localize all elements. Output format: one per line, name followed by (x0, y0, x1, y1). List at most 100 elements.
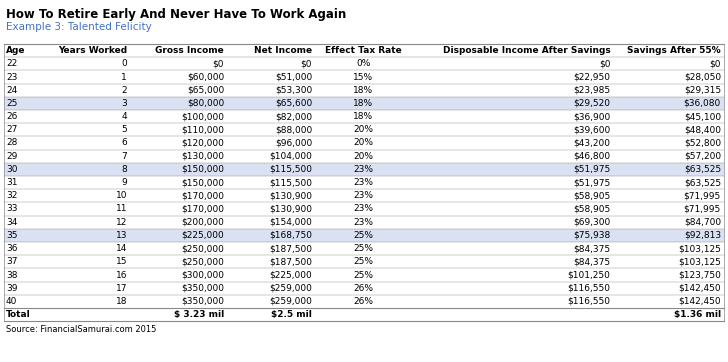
Text: 24: 24 (6, 86, 17, 95)
Text: $75,938: $75,938 (573, 231, 610, 240)
Text: $63,525: $63,525 (684, 178, 721, 187)
Text: 25: 25 (6, 99, 17, 108)
Text: 33: 33 (6, 205, 17, 214)
Text: $36,900: $36,900 (573, 112, 610, 121)
Text: 8: 8 (122, 165, 127, 174)
Bar (4, 110, 724, 123)
Bar (4, 268, 724, 282)
Text: $65,000: $65,000 (187, 86, 224, 95)
Text: Age: Age (6, 46, 25, 55)
Text: 5: 5 (122, 125, 127, 134)
Text: $71,995: $71,995 (684, 191, 721, 200)
Text: $82,000: $82,000 (275, 112, 312, 121)
Text: $259,000: $259,000 (269, 284, 312, 293)
Text: 26: 26 (6, 112, 17, 121)
Bar (4, 150, 724, 163)
Text: 25%: 25% (353, 231, 373, 240)
Text: $150,000: $150,000 (181, 165, 224, 174)
Text: 2: 2 (122, 86, 127, 95)
Text: $170,000: $170,000 (181, 205, 224, 214)
Text: $29,315: $29,315 (684, 86, 721, 95)
Bar (4, 123, 724, 136)
Text: 12: 12 (116, 218, 127, 227)
Text: Effect Tax Rate: Effect Tax Rate (325, 46, 402, 55)
Text: $0: $0 (213, 59, 224, 68)
Bar (4, 57, 724, 70)
Text: 7: 7 (122, 152, 127, 161)
Text: $170,000: $170,000 (181, 191, 224, 200)
Text: $350,000: $350,000 (181, 284, 224, 293)
Text: 23%: 23% (353, 178, 373, 187)
Bar (4, 282, 724, 295)
Text: 25%: 25% (353, 244, 373, 253)
Text: $45,100: $45,100 (684, 112, 721, 121)
Text: Gross Income: Gross Income (155, 46, 224, 55)
Text: $43,200: $43,200 (574, 139, 610, 147)
Text: $0: $0 (301, 59, 312, 68)
Text: 38: 38 (6, 270, 17, 279)
Text: 0: 0 (122, 59, 127, 68)
Text: $46,800: $46,800 (573, 152, 610, 161)
Text: $48,400: $48,400 (684, 125, 721, 134)
Bar (4, 255, 724, 268)
Text: 6: 6 (122, 139, 127, 147)
Bar (4, 97, 724, 110)
Text: 23%: 23% (353, 191, 373, 200)
Text: $84,375: $84,375 (573, 257, 610, 266)
Text: $123,750: $123,750 (678, 270, 721, 279)
Text: $154,000: $154,000 (269, 218, 312, 227)
Text: 18: 18 (116, 297, 127, 306)
Text: 1: 1 (122, 72, 127, 81)
Text: $58,905: $58,905 (573, 191, 610, 200)
Text: $250,000: $250,000 (181, 244, 224, 253)
Text: $225,000: $225,000 (269, 270, 312, 279)
Bar (4, 163, 724, 176)
Text: 35: 35 (6, 231, 17, 240)
Text: Years Worked: Years Worked (58, 46, 127, 55)
Text: $88,000: $88,000 (275, 125, 312, 134)
Bar (4, 216, 724, 229)
Bar (4, 136, 724, 150)
Text: 26%: 26% (353, 284, 373, 293)
Text: Total: Total (6, 310, 31, 319)
Text: $51,975: $51,975 (573, 165, 610, 174)
Text: $130,900: $130,900 (269, 191, 312, 200)
Text: 39: 39 (6, 284, 17, 293)
Bar (4, 70, 724, 84)
Text: $200,000: $200,000 (181, 218, 224, 227)
Bar (4, 229, 724, 242)
Text: 25%: 25% (353, 270, 373, 279)
Text: 18%: 18% (353, 112, 373, 121)
Text: 18%: 18% (353, 99, 373, 108)
Text: $23,985: $23,985 (573, 86, 610, 95)
Text: Source: FinancialSamurai.com 2015: Source: FinancialSamurai.com 2015 (6, 325, 157, 334)
Text: $103,125: $103,125 (678, 257, 721, 266)
Text: $0: $0 (599, 59, 610, 68)
Text: 9: 9 (122, 178, 127, 187)
Text: $187,500: $187,500 (269, 244, 312, 253)
Text: 30: 30 (6, 165, 17, 174)
Text: How To Retire Early And Never Have To Work Again: How To Retire Early And Never Have To Wo… (6, 8, 347, 21)
Text: $100,000: $100,000 (181, 112, 224, 121)
Text: $65,600: $65,600 (275, 99, 312, 108)
Text: Savings After 55%: Savings After 55% (628, 46, 721, 55)
Text: $51,975: $51,975 (573, 178, 610, 187)
Text: $92,813: $92,813 (684, 231, 721, 240)
Text: 23%: 23% (353, 165, 373, 174)
Text: 23: 23 (6, 72, 17, 81)
Text: 13: 13 (116, 231, 127, 240)
Text: $84,700: $84,700 (684, 218, 721, 227)
Text: $51,000: $51,000 (275, 72, 312, 81)
Text: $150,000: $150,000 (181, 178, 224, 187)
Text: $130,000: $130,000 (181, 152, 224, 161)
Text: 11: 11 (116, 205, 127, 214)
Text: 37: 37 (6, 257, 17, 266)
Text: 17: 17 (116, 284, 127, 293)
Text: $96,000: $96,000 (275, 139, 312, 147)
Text: $36,080: $36,080 (684, 99, 721, 108)
Text: 27: 27 (6, 125, 17, 134)
Text: $259,000: $259,000 (269, 297, 312, 306)
Text: 15%: 15% (353, 72, 373, 81)
Text: 14: 14 (116, 244, 127, 253)
Text: $168,750: $168,750 (269, 231, 312, 240)
